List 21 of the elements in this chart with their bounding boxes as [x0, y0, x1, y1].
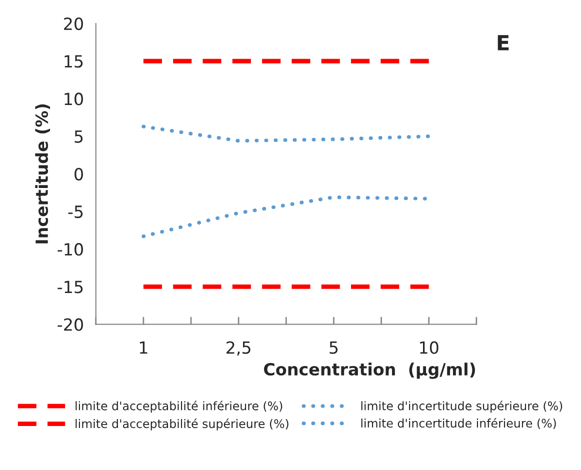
legend-label: limite d'incertitude supérieure (%) — [361, 400, 562, 413]
x-axis-title: Concentration (µg/ml) — [264, 362, 475, 379]
y-tick-label: 20 — [64, 17, 83, 30]
x-tick-label: 5 — [330, 341, 338, 354]
legend-label: limite d'acceptabilité supérieure (%) — [76, 418, 288, 430]
x-tick-label: 2,5 — [226, 341, 250, 356]
y-tick-label: -15 — [58, 280, 83, 294]
y-tick-label: -5 — [68, 206, 83, 218]
y-tick-label: 15 — [64, 55, 83, 68]
legend-label: limite d'incertitude inférieure (%) — [361, 418, 556, 430]
y-tick-label: 0 — [74, 168, 83, 180]
y-tick-label: 5 — [74, 130, 83, 143]
x-tick-label: 10 — [420, 341, 438, 354]
y-tick-label: -10 — [58, 243, 83, 256]
legend-label: limite d'acceptabilité inférieure (%) — [76, 400, 282, 413]
text: E — [498, 35, 509, 50]
y-tick-label: 10 — [64, 92, 83, 106]
line-series — [142, 124, 431, 143]
x-tick-label: 1 — [140, 341, 148, 354]
y-axis-title: Incertitude (%) — [35, 104, 50, 244]
y-tick-label: -20 — [58, 318, 83, 331]
